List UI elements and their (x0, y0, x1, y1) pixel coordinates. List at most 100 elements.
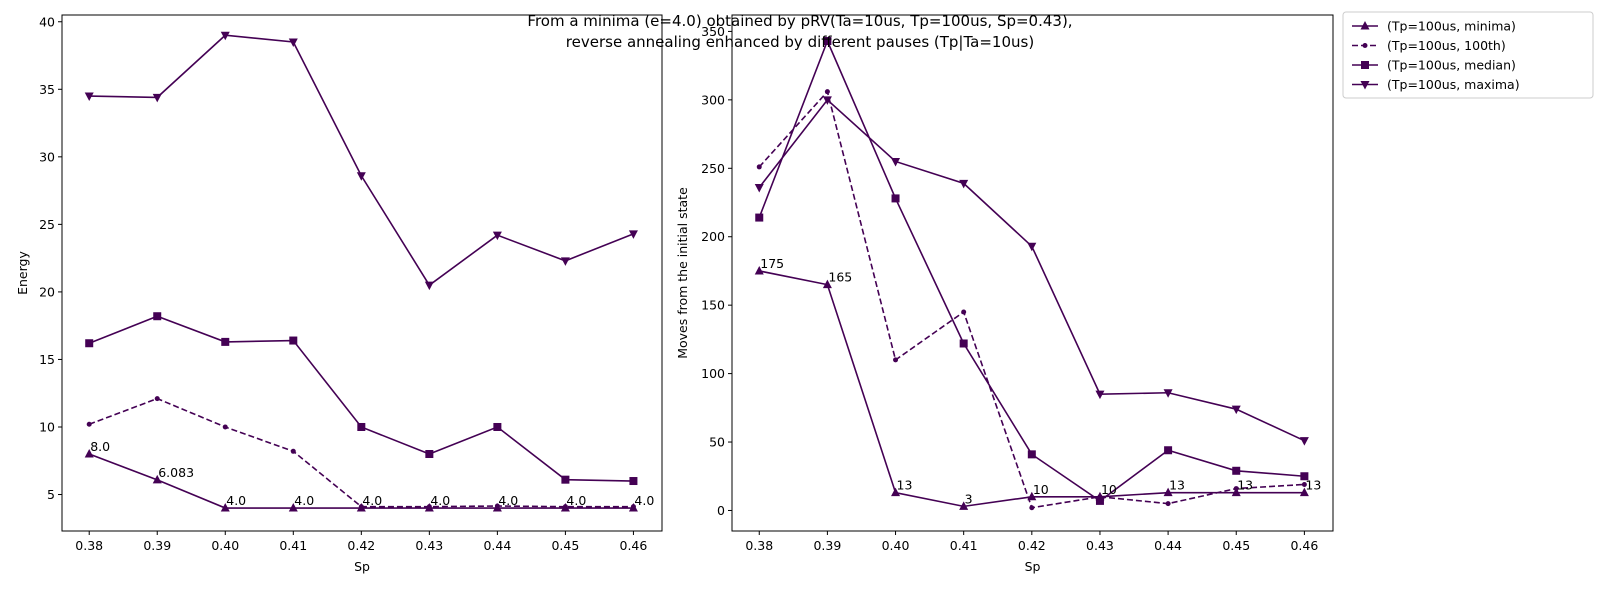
data-point-0-2-8 (629, 477, 638, 486)
data-point-0-1-0 (86, 421, 92, 427)
data-point-0-1-2 (222, 424, 228, 430)
data-point-1-0-8 (1299, 487, 1309, 497)
y-tick-label-1-0: 0 (717, 503, 725, 518)
y-tick-label-0-2: 15 (39, 352, 55, 367)
chart-title-line-1: From a minima (e=4.0) obtained by pRV(Ta… (527, 12, 1072, 30)
series-line-0-3 (89, 34, 634, 287)
legend-marker-1 (1362, 43, 1368, 48)
data-point-1-2-4 (1027, 450, 1036, 459)
x-tick-label-0-7: 0.45 (551, 538, 579, 553)
data-label-1-8: 13 (1305, 478, 1321, 493)
legend-box (1342, 11, 1594, 99)
data-point-1-0-0 (754, 265, 764, 275)
x-tick-label-0-6: 0.44 (483, 538, 511, 553)
y-tick-label-1-5: 250 (701, 161, 725, 176)
data-label-1-5: 10 (1101, 482, 1117, 497)
data-point-0-2-2 (221, 337, 230, 346)
y-axis-label-0: Energy (15, 251, 30, 295)
data-point-0-1-5 (426, 504, 432, 510)
data-point-1-3-7 (1231, 405, 1241, 415)
data-point-0-3-8 (628, 230, 638, 239)
x-tick-label-1-7: 0.45 (1222, 538, 1250, 553)
data-point-1-0-1 (822, 279, 832, 289)
data-point-0-1-4 (358, 504, 364, 510)
data-label-0-6: 4.0 (498, 493, 518, 508)
data-point-0-0-3 (288, 503, 298, 512)
legend-label-1: (Tp=100us, 100th) (1387, 38, 1506, 53)
data-point-0-3-2 (220, 31, 230, 41)
data-point-1-3-0 (754, 183, 764, 193)
y-tick-label-1-1: 50 (709, 435, 725, 450)
data-point-0-3-0 (84, 92, 94, 102)
data-label-0-4: 4.0 (362, 493, 382, 508)
y-tick-label-1-3: 150 (701, 298, 725, 313)
data-point-0-1-1 (154, 396, 160, 402)
data-point-1-2-7 (1232, 466, 1241, 475)
data-label-0-3: 4.0 (294, 493, 314, 508)
axes-frame-0 (61, 14, 663, 532)
data-point-1-0-7 (1231, 487, 1241, 497)
data-point-1-3-6 (1163, 389, 1173, 398)
data-point-1-2-5 (1095, 496, 1104, 505)
data-point-0-3-7 (560, 257, 570, 266)
data-point-0-0-0 (84, 449, 94, 458)
y-tick-label-1-6: 300 (701, 92, 725, 107)
x-tick-label-1-1: 0.39 (813, 538, 841, 553)
y-tick-label-0-1: 10 (39, 419, 55, 434)
x-tick-label-0-5: 0.43 (415, 538, 443, 553)
data-point-1-1-0 (756, 164, 762, 170)
data-point-0-0-1 (152, 474, 162, 484)
x-tick-label-0-3: 0.41 (279, 538, 307, 553)
series-line-1-0 (759, 270, 1305, 508)
data-label-0-2: 4.0 (226, 493, 246, 508)
data-point-1-3-2 (891, 157, 901, 167)
data-point-1-3-1 (822, 96, 832, 105)
data-point-1-3-5 (1095, 390, 1105, 400)
y-tick-label-0-3: 20 (39, 284, 55, 299)
legend-label-3: (Tp=100us, maxima) (1387, 77, 1520, 92)
data-point-0-3-3 (288, 38, 298, 48)
data-point-0-2-7 (561, 475, 570, 484)
energy-panel: 8.0 6.083 4.0 4.0 4.0 4.0 4.0 4.0 4.0 0.38 0.39 0.4… (15, 14, 663, 574)
data-point-1-0-2 (891, 487, 901, 497)
series-line-0-0 (88, 453, 634, 509)
data-label-1-6: 13 (1169, 478, 1185, 493)
data-point-1-1-1 (824, 89, 830, 95)
x-tick-label-1-0: 0.38 (745, 538, 773, 553)
data-point-1-1-4 (1029, 505, 1035, 511)
x-axis-label-0: Sp (354, 559, 370, 574)
series-line-1-1 (758, 90, 1305, 509)
data-label-1-1: 165 (828, 270, 852, 285)
data-point-1-1-2 (893, 357, 899, 363)
moves-panel: 175 165 13 3 10 10 13 13 13 0.38 0.39 0.40 0.41 0.42 0… (675, 14, 1334, 574)
axes-frame-1 (731, 14, 1334, 532)
data-point-1-1-7 (1233, 486, 1239, 492)
x-tick-label-0-2: 0.40 (211, 538, 239, 553)
data-point-0-3-4 (356, 172, 366, 181)
data-point-1-3-4 (1027, 242, 1037, 252)
legend-marker-0 (1360, 21, 1370, 30)
y-tick-label-1-7: 350 (701, 24, 725, 39)
data-point-1-2-6 (1164, 446, 1173, 455)
data-point-0-1-8 (630, 504, 636, 510)
y-tick-label-0-5: 30 (39, 149, 55, 164)
x-tick-label-0-1: 0.39 (143, 538, 171, 553)
series-line-0-2 (88, 315, 634, 482)
data-point-1-1-8 (1301, 481, 1307, 487)
data-label-0-5: 4.0 (430, 493, 450, 508)
data-label-0-7: 4.0 (566, 493, 586, 508)
data-point-1-0-3 (959, 501, 969, 510)
x-tick-label-1-6: 0.44 (1154, 538, 1182, 553)
data-label-1-7: 13 (1237, 478, 1253, 493)
data-point-1-1-6 (1165, 501, 1171, 507)
y-tick-label-0-4: 25 (39, 217, 55, 232)
data-label-1-3: 3 (965, 491, 973, 506)
data-point-0-2-1 (153, 312, 162, 321)
data-point-0-2-5 (425, 450, 434, 459)
data-label-0-0: 8.0 (90, 439, 110, 454)
x-tick-label-1-4: 0.42 (1018, 538, 1046, 553)
data-point-1-3-8 (1299, 437, 1309, 446)
data-label-1-0: 175 (760, 256, 784, 271)
data-point-1-2-8 (1300, 472, 1309, 481)
